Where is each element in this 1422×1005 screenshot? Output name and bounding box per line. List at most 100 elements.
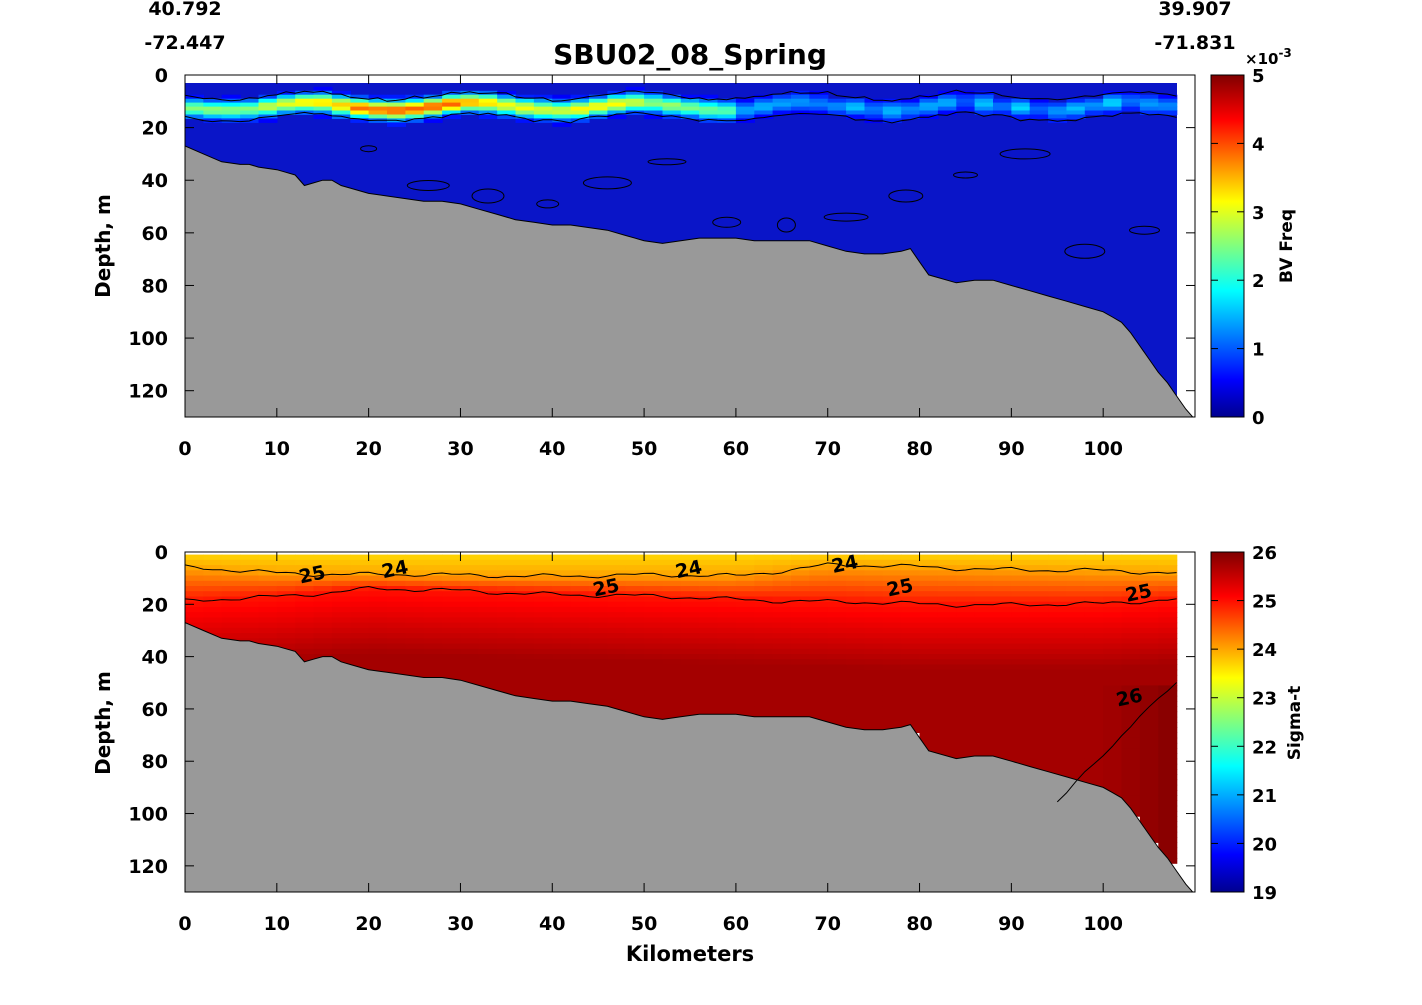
bv-cell [735,114,755,119]
sigma-cell [533,648,553,655]
sigma-cell [1158,706,1178,713]
bv-cell [1029,98,1049,104]
sigma-cell [827,606,847,613]
sigma-cell [1084,580,1104,587]
sigma-cell [846,711,866,718]
sigma-cell [1066,674,1086,681]
sigma-cell [240,554,260,561]
sigma-cell [680,669,700,676]
bv-cell [901,106,921,112]
bv-cell [1011,102,1031,108]
sigma-cell [1029,612,1049,618]
bv-cell [644,94,664,100]
sigma-cell [644,565,664,571]
sigma-cell [662,680,682,686]
bv-cell [240,106,260,112]
sigma-contour-label: 24 [674,556,704,583]
sigma-cell [1139,769,1159,775]
sigma-cell [1048,664,1068,671]
sigma-cell [1084,659,1104,665]
sigma-cell [387,580,406,587]
sigma-cell [1066,617,1086,624]
sigma-cell [1121,606,1141,613]
sigma-cell [1158,774,1178,781]
bv-cell [276,94,296,100]
sigma-cell [956,753,976,760]
sigma-cell [882,622,902,629]
sigma-cell [993,690,1012,697]
sigma-cell [644,559,664,566]
sigma-cell [625,690,645,697]
sigma-cell [1066,711,1086,718]
sigma-cell [405,565,425,571]
sigma-cell [974,674,994,681]
bv-cell [625,86,645,92]
sigma-cell [552,685,572,692]
sigma-cell [717,633,737,639]
sigma-cell [846,701,866,707]
bv-x-tick-label: 30 [447,438,473,460]
sigma-cell [846,669,866,676]
sigma-cell [772,638,792,645]
sigma-cell [607,695,627,702]
bv-cell [589,114,608,119]
sigma-cell [387,648,406,655]
sigma-cell [1066,586,1086,592]
bv-cells [185,86,1178,127]
sigma-cell [1029,690,1049,697]
sigma-cell [662,554,682,561]
sigma-cell [1066,570,1086,577]
sigma-cell [387,554,406,561]
bv-cell [864,110,884,115]
bv-cell [478,94,498,100]
sigma-cell [460,643,480,650]
bv-cell [240,110,260,115]
sigma-cell [1121,722,1141,728]
sigma-cell [1084,732,1104,739]
sigma-cell [533,685,553,692]
sigma-cell [350,565,370,571]
sigma-cell [919,596,939,603]
sigma-cell [221,559,241,566]
bv-cell [974,98,994,104]
sigma-cell [937,622,957,629]
sigma-cell [993,596,1012,603]
sigma-cell [662,701,682,707]
sigma-cell [331,591,351,597]
sigma-cell [680,711,700,718]
sigma-cell [423,627,443,634]
bv-cell [919,102,939,108]
sigma-cell [1158,800,1178,807]
sigma-cell [1029,601,1049,608]
sigma-cell [644,580,664,587]
bv-cell [240,98,260,104]
bv-cell [974,106,994,112]
sigma-cell [607,680,627,686]
bv-cell [552,102,572,108]
sigma-cell [1048,586,1068,592]
bv-cell [754,94,774,100]
sigma-cell [791,648,810,655]
bv-cell [313,102,333,108]
sigma-cell [809,591,829,597]
sigma-cell [478,674,498,681]
bv-cell [1121,98,1141,104]
sigma-cell [460,612,480,618]
sigma-cell [937,722,957,728]
sigma-cell [625,633,645,639]
sigma-cell [1011,690,1031,697]
sigma-cell [846,643,866,650]
sigma-cell [1066,596,1086,603]
sigma-cell [772,627,792,634]
sigma-cell [937,654,957,660]
sigma-cell [974,559,994,566]
bv-cell [864,98,884,104]
sigma-cell [864,669,884,676]
sigma-cell [754,638,774,645]
sigma-cell [533,664,553,671]
sigma-cell [1103,737,1123,744]
sigma-cell [1084,701,1104,707]
bv-cell [221,110,241,115]
sigma-cell [1066,606,1086,613]
